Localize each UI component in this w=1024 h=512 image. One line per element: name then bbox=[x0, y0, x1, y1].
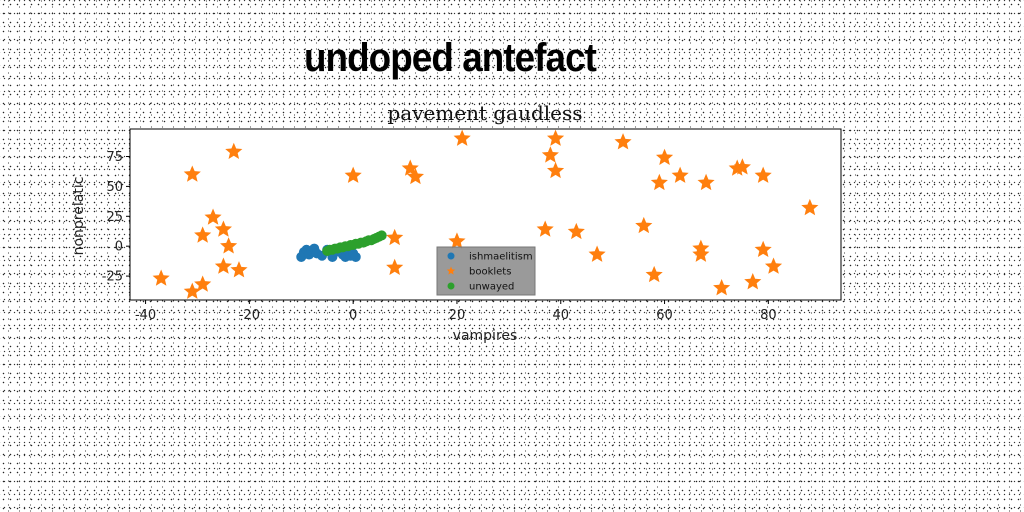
series-unwayed bbox=[322, 230, 387, 256]
data-point bbox=[801, 198, 819, 216]
x-tick-label: 60 bbox=[656, 308, 673, 323]
x-tick-label: 20 bbox=[449, 308, 466, 323]
y-axis-label: nonprelatic bbox=[71, 177, 87, 256]
x-tick-label: 0 bbox=[349, 308, 357, 323]
data-point bbox=[183, 282, 201, 299]
data-point bbox=[376, 230, 387, 241]
data-point bbox=[225, 142, 243, 159]
marks-layer bbox=[152, 129, 819, 299]
series-booklets bbox=[152, 129, 819, 299]
banner-title: undoped antefact bbox=[304, 36, 597, 80]
data-point bbox=[386, 228, 404, 246]
data-point bbox=[152, 269, 170, 286]
x-tick-label: -40 bbox=[135, 308, 156, 323]
data-point bbox=[692, 245, 710, 262]
data-point bbox=[614, 133, 632, 150]
legend-label: unwayed bbox=[469, 282, 514, 293]
data-point bbox=[453, 129, 471, 146]
data-point bbox=[448, 232, 466, 249]
data-point bbox=[713, 279, 731, 296]
ticks-layer: -40 -20 0 20 40 60 80 -25 0 25 50 75 bbox=[102, 150, 777, 323]
y-tick-label: -25 bbox=[102, 270, 123, 285]
data-point bbox=[697, 173, 715, 191]
data-point bbox=[635, 216, 653, 234]
data-point bbox=[194, 226, 212, 243]
data-point bbox=[214, 220, 232, 237]
legend-label: booklets bbox=[469, 267, 511, 278]
data-point bbox=[547, 161, 565, 179]
data-point bbox=[386, 258, 404, 275]
data-point bbox=[220, 237, 238, 254]
y-tick-label: 25 bbox=[106, 210, 123, 225]
legend-marker bbox=[447, 282, 455, 290]
y-tick-label: 75 bbox=[106, 150, 123, 165]
data-point bbox=[536, 220, 554, 237]
data-point bbox=[547, 129, 565, 146]
data-point bbox=[204, 208, 222, 225]
legend-marker bbox=[447, 252, 455, 260]
legend-marker bbox=[446, 266, 456, 275]
data-point bbox=[733, 158, 751, 175]
data-point bbox=[645, 265, 663, 283]
data-point bbox=[754, 240, 772, 258]
data-point bbox=[194, 275, 212, 292]
data-point bbox=[754, 166, 772, 183]
x-axis-label: vampires bbox=[453, 328, 518, 344]
data-point bbox=[650, 173, 668, 191]
data-point bbox=[183, 165, 201, 182]
legend-label: ishmaelitism bbox=[469, 252, 533, 263]
data-point bbox=[230, 261, 248, 278]
data-point bbox=[764, 257, 783, 274]
data-point bbox=[541, 146, 559, 163]
x-tick-label: -20 bbox=[239, 308, 260, 323]
x-tick-label: 80 bbox=[760, 308, 777, 323]
data-point bbox=[344, 166, 362, 183]
data-point bbox=[588, 245, 606, 262]
chart-title: pavement gaudless bbox=[387, 101, 582, 125]
data-point bbox=[214, 257, 232, 274]
data-point bbox=[567, 222, 585, 240]
data-point bbox=[671, 166, 689, 183]
data-point bbox=[744, 273, 762, 290]
data-point bbox=[655, 148, 674, 165]
x-tick-label: 40 bbox=[552, 308, 569, 323]
data-point bbox=[350, 251, 361, 262]
data-point bbox=[406, 167, 424, 185]
y-tick-label: 50 bbox=[106, 180, 123, 195]
legend: ishmaelitism booklets unwayed bbox=[436, 246, 536, 296]
y-tick-label: 0 bbox=[115, 240, 123, 255]
